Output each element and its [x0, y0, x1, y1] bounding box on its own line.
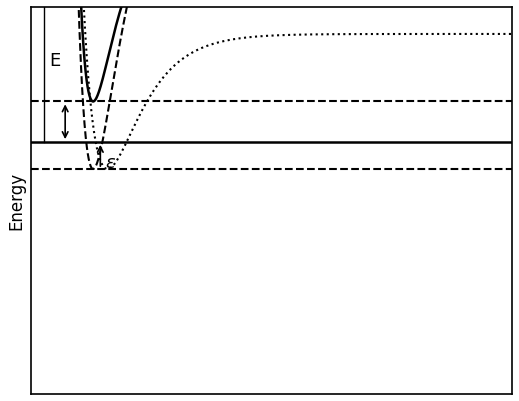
Y-axis label: Energy: Energy: [7, 172, 25, 229]
Text: E: E: [49, 52, 60, 70]
Text: $\varepsilon$: $\varepsilon$: [105, 154, 116, 172]
